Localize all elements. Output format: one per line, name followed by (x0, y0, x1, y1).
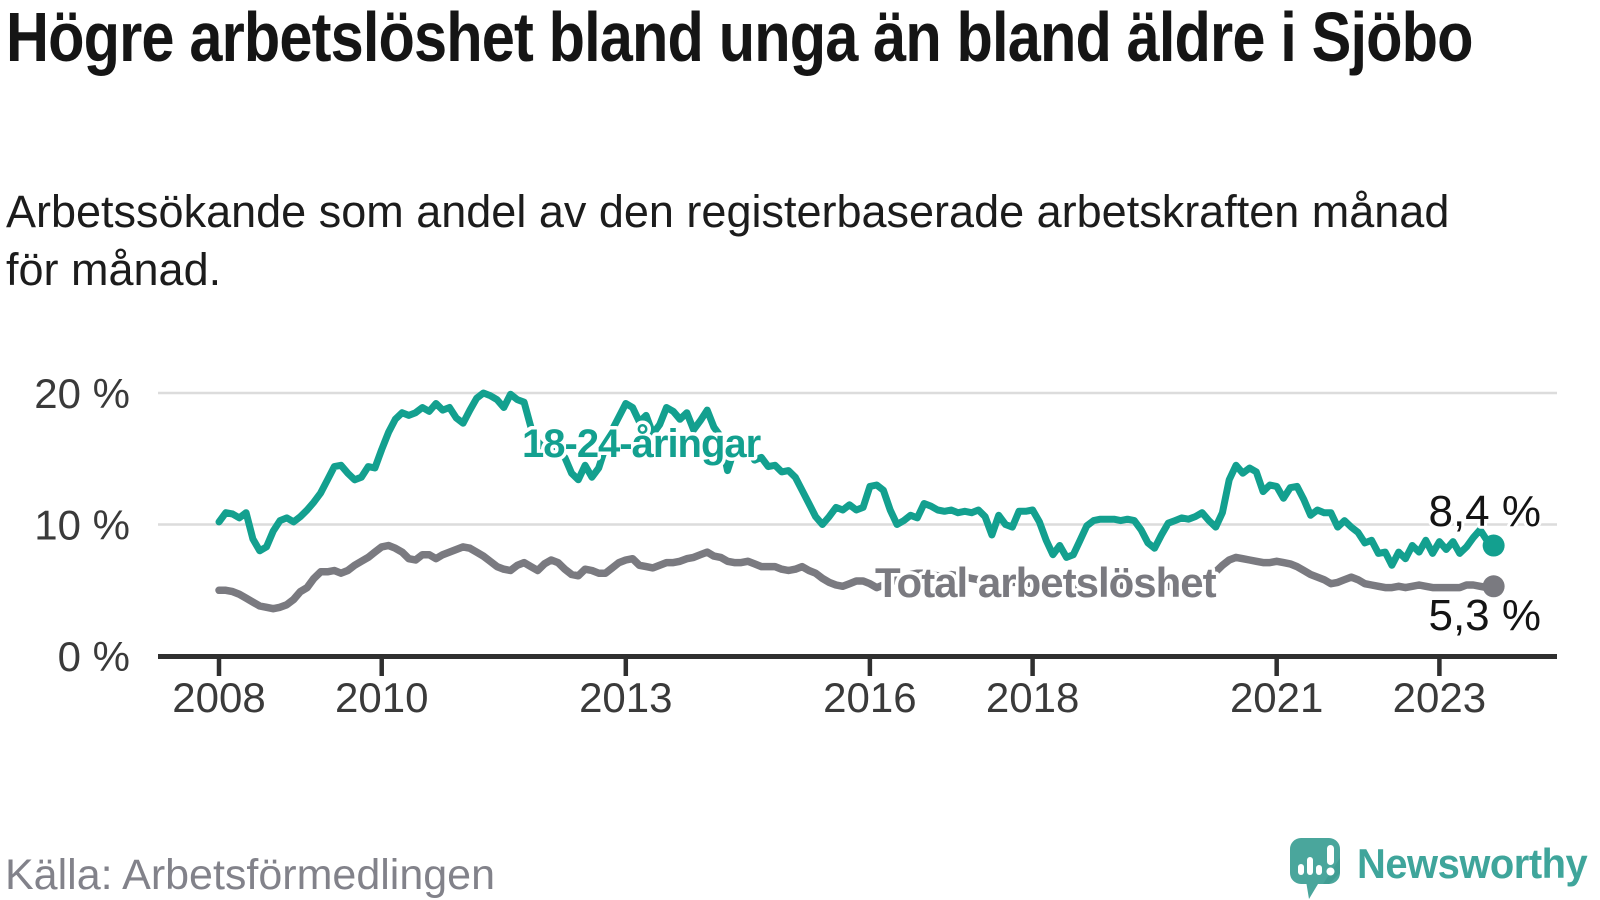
newsworthy-logo: Newsworthy (1290, 836, 1600, 900)
newsworthy-logo-text: Newsworthy (1357, 840, 1588, 887)
x-tick-label: 2010 (335, 674, 428, 721)
newsworthy-logo-icon (1290, 838, 1340, 899)
series-youth-line (215, 389, 1498, 569)
y-tick-label: 0 % (58, 633, 130, 680)
series-total-value-label: 5,3 % (1428, 591, 1541, 640)
unemployment-line-chart: 2008 2010 2013 2016 2018 2021 2023 0 % 10 % 20 % 1… (34, 370, 1557, 721)
page-title: Högre arbetslöshet bland unga än bland ä… (6, 0, 1473, 76)
series-total-label: Total arbetslöshet (875, 559, 1217, 606)
y-tick-label: 10 % (34, 502, 130, 549)
y-tick-label: 20 % (34, 370, 130, 417)
x-tick-label: 2016 (823, 674, 916, 721)
x-tick-label: 2021 (1230, 674, 1323, 721)
x-tick-label: 2013 (579, 674, 672, 721)
series-youth-label: 18-24-åringar (522, 422, 761, 466)
chart-subtitle: Arbetssökande som andel av den registerb… (6, 186, 1450, 295)
series-total-endpoint (1482, 575, 1505, 598)
x-tick-label: 2018 (986, 674, 1079, 721)
series-youth-value-label: 8,4 % (1428, 487, 1541, 536)
series-total-line (215, 541, 1498, 613)
source-note: Källa: Arbetsförmedlingen (5, 851, 496, 899)
x-tick-label: 2023 (1393, 674, 1486, 721)
x-tick-label: 2008 (172, 674, 265, 721)
series-youth-endpoint (1482, 534, 1505, 557)
